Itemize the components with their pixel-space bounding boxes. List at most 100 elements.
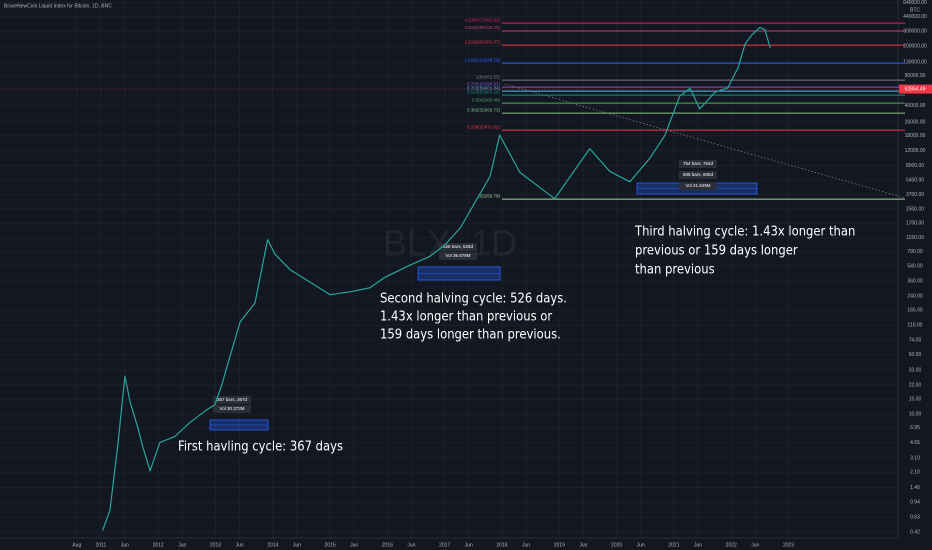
range-label: 605 bars, 605d xyxy=(683,172,714,177)
chart-title: BraveNewCoin Liquid Index for Bitcoin, 1… xyxy=(4,3,112,9)
y-tick-label: 110.00 xyxy=(908,323,923,329)
y-tick-label: 130000.00 xyxy=(903,59,927,65)
x-tick-label: 2019 xyxy=(554,542,565,548)
trend-line xyxy=(504,83,906,199)
y-tick-label: 4.65 xyxy=(910,440,920,446)
fib-label: 1.618(126548.79) xyxy=(464,57,500,62)
fib-label: 3.618(299436.26) xyxy=(464,25,500,30)
x-tick-label: 2013 xyxy=(210,542,221,548)
fib-label: 0(3259.78) xyxy=(478,193,500,198)
range-label: Vol 30.373M xyxy=(219,406,244,411)
y-tick-label: 1150.00 xyxy=(906,235,924,241)
grid xyxy=(0,0,898,538)
y-tick-label: 200000.00 xyxy=(903,43,927,49)
y-tick-label: 15.00 xyxy=(909,397,922,403)
x-tick-label: Jun xyxy=(751,542,759,548)
annotation: 159 days longer than previous. xyxy=(380,326,561,342)
x-tick-label: 2021 xyxy=(668,542,679,548)
y-tick-label: 10.00 xyxy=(909,412,922,418)
x-tick-label: Jun xyxy=(407,542,415,548)
range-label: Vol 36.878M xyxy=(445,253,470,258)
range-label-bg xyxy=(679,160,717,168)
y-tick-label: 90000.00 xyxy=(905,73,926,79)
x-tick-label: Jun xyxy=(121,542,129,548)
x-tick-label: Jun xyxy=(178,542,186,548)
y-tick-label: 440000.00 xyxy=(903,14,927,20)
range-label-bg xyxy=(213,405,251,413)
y-tick-label: 40000.00 xyxy=(905,103,926,109)
fib-label: 0.702(59601.84) xyxy=(467,85,501,90)
y-tick-label: 360.00 xyxy=(907,278,923,284)
last-price-label: 62854.49 xyxy=(905,86,926,92)
x-tick-label: Jun xyxy=(579,542,587,548)
x-tick-label: Aug xyxy=(72,542,81,548)
y-tick-label: 300000.00 xyxy=(903,28,927,34)
y-tick-label: 640000.00 xyxy=(903,0,927,6)
fib-label: 1(80052.65) xyxy=(476,74,501,79)
range-label: 367 bars, 367d xyxy=(217,397,248,402)
x-tick-label: 2023 xyxy=(783,542,794,548)
y-tick-label: 2500.00 xyxy=(906,206,924,212)
y-tick-label: 2.10 xyxy=(910,470,920,476)
x-tick-label: 2018 xyxy=(496,542,507,548)
y-tick-label: 1.40 xyxy=(910,485,920,491)
y-tick-label: 12000.00 xyxy=(905,148,926,154)
range-label-bg xyxy=(439,243,477,251)
x-tick-label: 2016 xyxy=(382,542,393,548)
range-label: Vol 21.849M xyxy=(685,183,710,188)
y-tick-label: 3700.00 xyxy=(906,192,924,198)
x-tick-label: 2015 xyxy=(325,542,336,548)
x-tick-label: 2017 xyxy=(439,542,450,548)
x-tick-label: Jun xyxy=(350,542,358,548)
y-tick-label: 50.00 xyxy=(909,352,922,358)
annotation: Second halving cycle: 526 days. xyxy=(380,290,567,306)
y-tick-label: 6.95 xyxy=(910,425,920,431)
range-label: 754 bars, 754d xyxy=(683,161,714,166)
price-line xyxy=(102,26,771,531)
x-tick-label: Jun xyxy=(293,542,301,548)
y-tick-label: 0.94 xyxy=(910,500,920,506)
range-label-bg xyxy=(439,252,477,260)
range-label-bg xyxy=(679,182,717,190)
y-tick-label: 790.00 xyxy=(907,249,923,255)
range-label: 526 bars, 526d xyxy=(443,244,474,249)
last-price-tag xyxy=(899,84,932,94)
y-tick-label: 26000.00 xyxy=(905,119,926,125)
y-tick-label: 8000.00 xyxy=(906,163,924,169)
fib-label: 0.382(32969.73) xyxy=(467,107,501,112)
fib-label: 0.618(53502.20) xyxy=(467,89,501,94)
y-tick-label: 18000.00 xyxy=(905,133,926,139)
fib-label: 4.236(371081.52) xyxy=(464,17,500,22)
fib-label: 0.786(66398.93) xyxy=(467,81,501,86)
y-tick-label: 33.00 xyxy=(909,367,922,373)
annotation: Third halving cycle: 1.43x longer than xyxy=(634,223,855,239)
annotation: than previous xyxy=(635,261,715,277)
fib-label: 0.5(43180.46) xyxy=(472,97,501,102)
x-tick-label: 2011 xyxy=(95,542,106,548)
x-tick-label: Jun xyxy=(522,542,530,548)
y-tick-label: 74.00 xyxy=(909,337,922,343)
y-tick-label: 1700.00 xyxy=(906,221,924,227)
y-tick-label: 22.00 xyxy=(909,382,922,388)
annotation: previous or 159 days longer xyxy=(635,242,798,258)
fib-label: 0.236(20871.62) xyxy=(467,124,501,129)
y-tick-label: 0.63 xyxy=(910,515,920,521)
x-tick-label: Jun xyxy=(236,542,244,548)
x-tick-label: 2020 xyxy=(611,542,622,548)
y-tick-label: 240.00 xyxy=(907,294,923,300)
y-tick-label: 0.42 xyxy=(910,530,920,536)
range-label-bg xyxy=(679,171,717,179)
y-tick-label: 5400.00 xyxy=(906,178,924,184)
x-tick-label: 2012 xyxy=(153,542,164,548)
range-label-bg xyxy=(213,396,251,404)
annotation: First havling cycle: 367 days xyxy=(178,438,343,454)
unit-label: BTC xyxy=(910,7,920,13)
y-tick-label: 3.10 xyxy=(910,455,920,461)
x-tick-label: 2014 xyxy=(267,542,278,548)
x-tick-label: 2022 xyxy=(726,542,737,548)
annotation: 1.43x longer than previous or xyxy=(380,308,553,324)
x-tick-label: Jun xyxy=(465,542,473,548)
y-tick-label: 540.00 xyxy=(907,263,923,269)
y-tick-label: 165.00 xyxy=(907,307,923,313)
